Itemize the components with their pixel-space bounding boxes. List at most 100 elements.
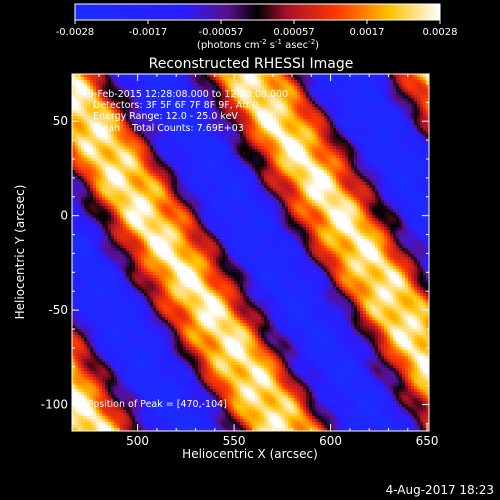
- image-pixel: [126, 239, 129, 242]
- image-pixel: [174, 188, 177, 191]
- image-pixel: [195, 278, 198, 281]
- image-pixel: [72, 428, 75, 431]
- image-pixel: [96, 200, 99, 203]
- image-pixel: [87, 233, 90, 236]
- image-pixel: [138, 416, 141, 419]
- image-pixel: [153, 191, 156, 194]
- image-pixel: [162, 410, 165, 413]
- image-pixel: [93, 212, 96, 215]
- image-pixel: [162, 278, 165, 281]
- image-pixel: [81, 83, 84, 86]
- image-pixel: [153, 77, 156, 80]
- image-pixel: [123, 380, 126, 383]
- image-pixel: [168, 188, 171, 191]
- image-pixel: [126, 323, 129, 326]
- image-pixel: [120, 341, 123, 344]
- image-pixel: [84, 197, 87, 200]
- image-pixel: [108, 407, 111, 410]
- image-pixel: [93, 179, 96, 182]
- image-pixel: [168, 173, 171, 176]
- image-pixel: [135, 242, 138, 245]
- image-pixel: [171, 221, 174, 224]
- image-pixel: [165, 149, 168, 152]
- image-pixel: [108, 143, 111, 146]
- image-pixel: [114, 407, 117, 410]
- image-pixel: [159, 251, 162, 254]
- image-pixel: [78, 284, 81, 287]
- image-pixel: [78, 149, 81, 152]
- image-pixel: [75, 134, 78, 137]
- image-pixel: [93, 317, 96, 320]
- image-pixel: [135, 98, 138, 101]
- image-pixel: [132, 281, 135, 284]
- image-pixel: [87, 200, 90, 203]
- image-pixel: [129, 269, 132, 272]
- image-pixel: [78, 158, 81, 161]
- image-pixel: [138, 224, 141, 227]
- image-pixel: [129, 317, 132, 320]
- image-pixel: [102, 275, 105, 278]
- image-pixel: [96, 197, 99, 200]
- image-pixel: [117, 95, 120, 98]
- image-pixel: [186, 248, 189, 251]
- image-pixel: [126, 74, 129, 77]
- image-pixel: [153, 236, 156, 239]
- image-pixel: [150, 182, 153, 185]
- image-pixel: [102, 341, 105, 344]
- image-pixel: [174, 98, 177, 101]
- image-pixel: [186, 179, 189, 182]
- image-pixel: [102, 329, 105, 332]
- image-pixel: [192, 98, 195, 101]
- image-pixel: [174, 158, 177, 161]
- image-pixel: [129, 290, 132, 293]
- image-pixel: [99, 266, 102, 269]
- image-pixel: [177, 242, 180, 245]
- image-pixel: [162, 197, 165, 200]
- image-pixel: [180, 374, 183, 377]
- image-pixel: [186, 212, 189, 215]
- image-pixel: [129, 365, 132, 368]
- image-pixel: [99, 395, 102, 398]
- image-pixel: [192, 329, 195, 332]
- image-pixel: [93, 170, 96, 173]
- image-pixel: [141, 326, 144, 329]
- image-pixel: [81, 353, 84, 356]
- image-pixel: [147, 416, 150, 419]
- image-pixel: [195, 80, 198, 83]
- image-pixel: [168, 410, 171, 413]
- image-pixel: [168, 134, 171, 137]
- image-pixel: [72, 329, 75, 332]
- image-pixel: [99, 401, 102, 404]
- image-pixel: [78, 338, 81, 341]
- image-pixel: [105, 119, 108, 122]
- image-pixel: [186, 92, 189, 95]
- image-pixel: [177, 140, 180, 143]
- image-pixel: [168, 221, 171, 224]
- image-pixel: [90, 194, 93, 197]
- image-pixel: [147, 251, 150, 254]
- image-pixel: [126, 203, 129, 206]
- image-pixel: [105, 329, 108, 332]
- image-pixel: [192, 326, 195, 329]
- image-pixel: [126, 329, 129, 332]
- image-pixel: [105, 311, 108, 314]
- image-pixel: [195, 308, 198, 311]
- image-pixel: [189, 167, 192, 170]
- image-pixel: [141, 275, 144, 278]
- image-pixel: [189, 335, 192, 338]
- image-pixel: [126, 173, 129, 176]
- image-pixel: [105, 179, 108, 182]
- image-pixel: [75, 329, 78, 332]
- image-pixel: [144, 329, 147, 332]
- image-pixel: [168, 329, 171, 332]
- image-pixel: [75, 356, 78, 359]
- image-pixel: [135, 338, 138, 341]
- image-pixel: [111, 395, 114, 398]
- image-pixel: [84, 131, 87, 134]
- image-pixel: [129, 419, 132, 422]
- image-pixel: [135, 398, 138, 401]
- image-pixel: [147, 356, 150, 359]
- image-pixel: [87, 140, 90, 143]
- image-pixel: [129, 329, 132, 332]
- image-pixel: [138, 278, 141, 281]
